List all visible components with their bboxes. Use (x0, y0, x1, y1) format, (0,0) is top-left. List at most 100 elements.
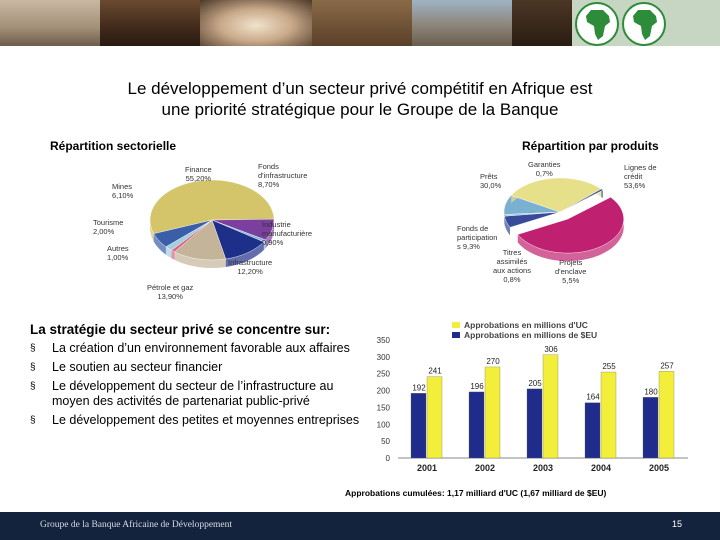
bar-uc (600, 371, 617, 459)
afdb-logo-left (575, 2, 619, 46)
sectoral-pie-slice (211, 219, 267, 243)
products-label-garanties: Garanties 0,7% (528, 160, 561, 178)
banner-photo-children (100, 0, 200, 46)
bullet-marker: § (30, 381, 36, 392)
sectoral-pie-slice (174, 219, 227, 261)
sectoral-pie-slice (153, 219, 213, 247)
strategy-item: § Le développement des petites et moyenne… (30, 413, 360, 427)
strategy-item: § La création d’un environnement favorabl… (30, 341, 350, 355)
bar-uc (542, 354, 559, 459)
page-number: 15 (671, 519, 682, 529)
products-pie-slice-side (511, 177, 602, 204)
products-heading: Répartition par produits (522, 139, 659, 153)
legend-label: Approbations en millions de $EU (464, 330, 597, 340)
bullet-marker: § (30, 343, 36, 354)
sectoral-heading: Répartition sectorielle (50, 139, 177, 153)
banner-photo-shell (200, 0, 312, 46)
slide-title-line-1: Le développement d’un secteur privé comp… (127, 79, 593, 98)
y-tick-label: 0 (386, 454, 391, 463)
bar-value-label: 257 (660, 361, 674, 370)
products-pie-slice-side (504, 216, 511, 236)
bar-usd (584, 402, 601, 459)
sectoral-pie-slice-side (149, 179, 274, 242)
sectoral-label-mines: Mines 6,10% (112, 182, 134, 200)
strategy-list: § La création d’un environnement favorabl… (30, 341, 360, 428)
bar-value-label: 306 (544, 345, 558, 354)
footer-org-name: Groupe de la Banque Africaine de Dévelop… (40, 520, 233, 530)
bar-usd (526, 388, 543, 459)
products-label-fonds-participation: Fonds de participation s 9,3% (457, 224, 498, 251)
cumulative-footnote: Approbations cumulées: 1,17 milliard d'U… (345, 488, 607, 498)
bar-uc (658, 371, 675, 459)
sectoral-label-tourisme: Tourisme 2,00% (93, 218, 124, 236)
bar-usd (468, 391, 485, 459)
y-tick-label: 250 (377, 370, 391, 379)
products-label-projets-enclave: Projets d'enclave 5,5% (555, 258, 587, 285)
approvals-bar-chart: Approbations en millions d'UCApprobation… (377, 320, 688, 473)
sectoral-label-industrie: Industrie manufacturière 0,90% (262, 220, 313, 247)
afdb-logo-right (622, 2, 666, 46)
sectoral-pie-slice-side (165, 246, 172, 259)
y-tick-label: 300 (377, 353, 391, 362)
products-pie-slice-side (601, 189, 603, 199)
slide-title: Le développement d’un secteur privé comp… (0, 78, 720, 120)
sectoral-pie-chart (149, 177, 624, 268)
banner-photo-worker (312, 0, 412, 46)
bullet-marker: § (30, 415, 36, 426)
y-tick-label: 350 (377, 336, 391, 345)
sectoral-pie-slice (171, 219, 213, 253)
bar-value-label: 192 (412, 383, 426, 392)
strategy-item: § Le soutien au secteur financier (30, 360, 223, 374)
bar-value-label: 241 (428, 367, 442, 376)
africa-map-icon (633, 10, 657, 40)
sectoral-label-infrastructure: Infrastructure 12,20% (228, 258, 273, 276)
sectoral-label-finance: Finance 55,20% (185, 165, 212, 183)
sectoral-pie-slice-side (171, 250, 175, 260)
bar-value-label: 205 (528, 379, 542, 388)
products-label-titres: Titres assimilés aux actions 0,8% (493, 248, 531, 284)
footer-bar: Groupe de la Banque Africaine de Dévelop… (0, 512, 720, 540)
sectoral-pie-slice (149, 179, 275, 234)
x-tick-label: 2002 (475, 463, 495, 473)
sectoral-pie-slice (211, 219, 265, 260)
products-pie-slice (504, 211, 561, 228)
strategy-item: § Le développement du secteur de l’infras… (30, 379, 334, 408)
bar-usd (642, 397, 659, 459)
banner-photo-industry (412, 0, 512, 46)
bar-value-label: 180 (644, 387, 658, 396)
slide-title-line-2: une priorité stratégique pour le Groupe … (161, 100, 559, 119)
legend-swatch (452, 322, 460, 328)
sectoral-pie-slice-side (174, 251, 226, 268)
bar-uc (426, 376, 443, 459)
x-tick-label: 2001 (417, 463, 437, 473)
bar-value-label: 196 (470, 382, 484, 391)
sectoral-label-autres: Autres 1,00% (107, 244, 129, 262)
sectoral-label-petrole: Pétrole et gaz 13,90% (147, 283, 194, 301)
bar-usd (410, 393, 427, 459)
legend-label: Approbations en millions d'UC (464, 320, 588, 330)
products-pie-slice (517, 197, 624, 254)
sectoral-pie-slice-side (153, 233, 166, 255)
x-tick-label: 2004 (591, 463, 611, 473)
y-tick-label: 200 (377, 387, 391, 396)
bar-value-label: 164 (586, 393, 600, 402)
products-pie-slice (503, 211, 561, 217)
bar-value-label: 255 (602, 362, 616, 371)
sectoral-label-fonds-infra: Fonds d'infrastructure 8,70% (258, 162, 308, 189)
banner-photo-building (0, 0, 100, 46)
bullet-marker: § (30, 362, 36, 373)
products-pie-slice-side (517, 197, 624, 262)
sectoral-pie-slice (165, 219, 213, 251)
products-pie-slice (559, 188, 604, 213)
products-label-prets: Prêts 30,0% (480, 172, 502, 190)
legend-swatch (452, 332, 460, 338)
x-tick-label: 2005 (649, 463, 669, 473)
africa-map-icon (586, 10, 610, 40)
x-tick-label: 2003 (533, 463, 553, 473)
products-label-lignes-credit: Lignes de crédit 53,6% (624, 163, 657, 190)
y-tick-label: 150 (377, 403, 391, 412)
y-tick-label: 50 (381, 437, 390, 446)
products-pie-slice-side (504, 195, 512, 223)
strategy-section: La stratégie du secteur privé se concent… (30, 322, 360, 432)
strategy-heading: La stratégie du secteur privé se concent… (30, 322, 331, 337)
